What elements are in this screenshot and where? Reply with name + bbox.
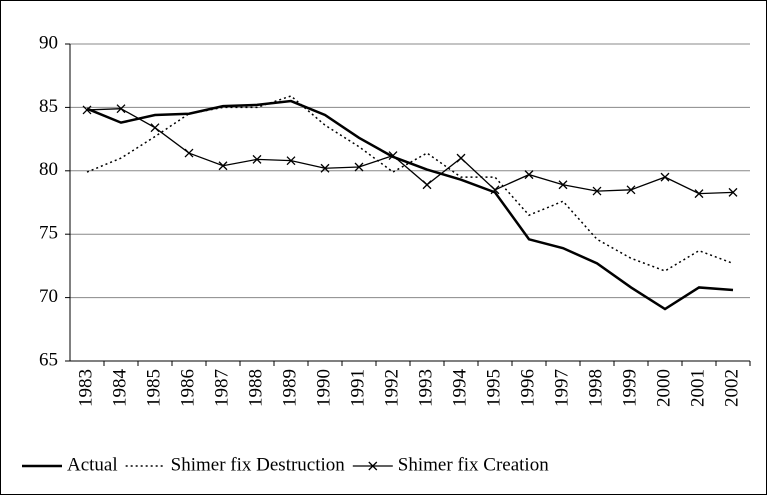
x-tick-label: 1991	[347, 369, 368, 407]
y-tick-label: 70	[39, 286, 58, 307]
legend-label: Actual	[67, 454, 118, 475]
marker	[422, 180, 432, 190]
y-tick-label: 80	[39, 159, 58, 180]
x-tick-label: 1999	[619, 369, 640, 407]
x-tick-label: 1988	[245, 369, 266, 407]
series-line	[86, 108, 734, 195]
x-tick-label: 2001	[687, 369, 708, 407]
x-tick-label: 2002	[721, 369, 742, 407]
x-tick-label: 1993	[415, 369, 436, 407]
legend-label: Shimer fix Destruction	[171, 454, 346, 475]
marker	[456, 153, 466, 163]
marker	[558, 180, 568, 190]
marker	[218, 161, 228, 171]
x-tick-label: 1997	[551, 369, 572, 407]
legend-label: Shimer fix Creation	[398, 454, 549, 475]
series-line	[86, 99, 734, 311]
y-tick-label: 90	[39, 32, 58, 53]
marker	[252, 154, 262, 164]
y-tick-label: 65	[39, 349, 58, 370]
x-tick-label: 1983	[75, 369, 96, 407]
marker	[660, 172, 670, 182]
x-tick-label: 1995	[483, 369, 504, 407]
marker	[354, 162, 364, 172]
marker	[150, 123, 160, 133]
y-tick-label: 75	[39, 223, 58, 244]
x-tick-label: 1987	[211, 369, 232, 407]
x-tick-label: 1985	[143, 369, 164, 407]
marker	[320, 163, 330, 173]
x-tick-label: 1989	[279, 369, 300, 407]
marker	[286, 156, 296, 166]
x-tick-label: 1990	[313, 369, 334, 407]
marker	[116, 104, 126, 114]
y-tick-label: 85	[39, 96, 58, 117]
marker	[626, 185, 636, 195]
marker	[490, 185, 500, 195]
x-tick-label: 2000	[653, 369, 674, 407]
x-tick-label: 1994	[449, 369, 470, 408]
marker	[388, 151, 398, 161]
x-tick-label: 1992	[381, 369, 402, 407]
x-tick-label: 1984	[109, 369, 130, 408]
marker	[184, 148, 194, 158]
x-tick-label: 1998	[585, 369, 606, 407]
series-line	[86, 95, 734, 272]
marker	[524, 170, 534, 180]
marker	[592, 186, 602, 196]
marker	[728, 187, 738, 197]
marker	[82, 105, 92, 115]
x-tick-label: 1996	[517, 369, 538, 407]
legend-marker	[368, 461, 378, 471]
marker	[694, 189, 704, 199]
x-tick-label: 1986	[177, 369, 198, 407]
